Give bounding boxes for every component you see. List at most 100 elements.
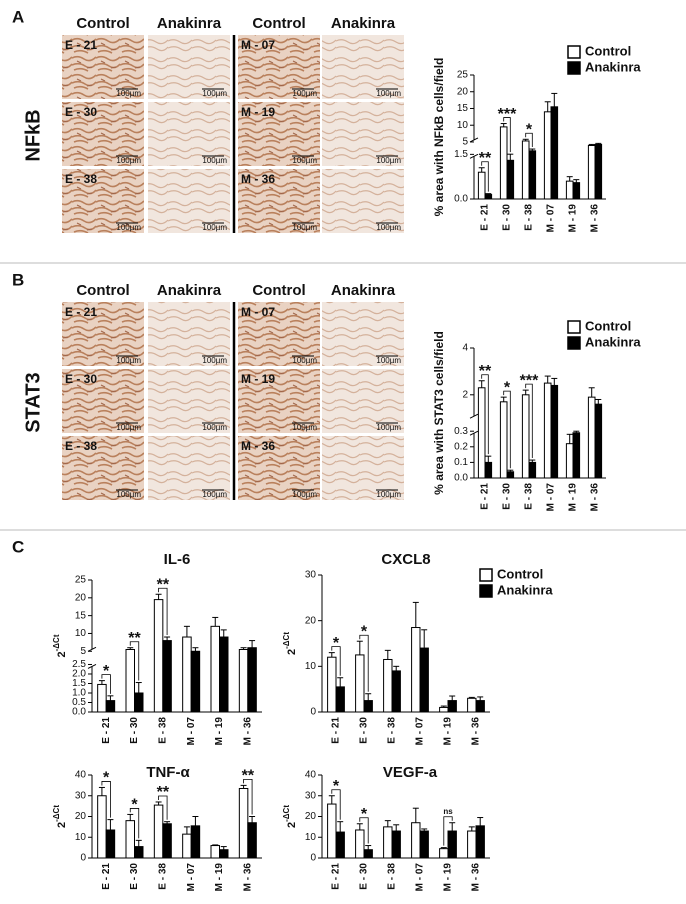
significance-label: * (333, 635, 340, 652)
bar (594, 403, 603, 479)
y-tick-label: 15 (75, 610, 87, 621)
significance-label: * (333, 778, 340, 795)
scale-label: 100µm (202, 223, 227, 232)
y-tick-label: 0.3 (454, 426, 468, 437)
legend-swatch (479, 568, 493, 582)
micrograph (62, 169, 144, 233)
column-header: Control (252, 15, 305, 32)
x-tick-label: E - 30 (359, 863, 370, 890)
y-tick-label: 0 (80, 853, 86, 864)
micrograph (62, 436, 144, 500)
sample-label: M - 19 (241, 372, 275, 386)
bar (247, 822, 257, 859)
y-tick-label: 1.5 (72, 678, 86, 689)
scale-label: 100µm (292, 223, 317, 232)
legend-label: Anakinra (585, 334, 641, 349)
significance-label: *** (520, 372, 539, 389)
chart-title: TNF-α (146, 764, 190, 781)
bar (134, 846, 144, 859)
y-tick-label: 15 (457, 103, 469, 114)
legend-swatch (479, 584, 493, 598)
x-tick-label: M - 07 (186, 863, 197, 892)
axis-break (469, 430, 479, 436)
y-tick-label: 4 (462, 343, 468, 354)
bar (477, 387, 486, 479)
micrograph (238, 369, 320, 433)
bar (125, 648, 135, 713)
bar (238, 648, 249, 713)
micrograph (238, 102, 320, 166)
bar (521, 140, 530, 200)
y-axis-label: 2-ΔCt (282, 632, 298, 655)
significance-label: ** (128, 630, 141, 647)
bar (327, 803, 337, 859)
x-tick-label: E - 38 (524, 483, 535, 510)
y-tick-label: 1.5 (454, 149, 468, 160)
scale-label: 100µm (376, 356, 401, 365)
y-tick-label: 2.5 (72, 659, 86, 670)
significance-bracket (101, 781, 111, 818)
significance-label: * (361, 806, 368, 823)
scale-label: 100µm (376, 223, 401, 232)
y-axis-label: % area with NFkB cells/field (432, 58, 446, 217)
y-tick-label: 10 (75, 628, 87, 639)
y-tick-label: 40 (305, 770, 317, 781)
y-tick-label: 20 (305, 615, 317, 626)
x-tick-label: M - 07 (415, 863, 426, 892)
scale-label: 100µm (202, 89, 227, 98)
significance-label: * (504, 379, 511, 396)
micrograph (322, 369, 404, 433)
bar (439, 706, 449, 713)
x-tick-label: M - 36 (471, 863, 482, 892)
sample-label: M - 36 (241, 172, 275, 186)
micrograph (148, 102, 230, 166)
significance-label: ** (157, 784, 170, 801)
bar (162, 823, 172, 859)
legend-label: Anakinra (497, 582, 553, 597)
bar (134, 692, 144, 713)
y-tick-label: 30 (305, 790, 317, 801)
bar (484, 194, 493, 200)
axis-break (87, 664, 97, 669)
marker-label: NFkB (22, 109, 44, 161)
bar (587, 145, 596, 200)
y-tick-label: 0.0 (72, 707, 86, 718)
bar (153, 804, 164, 859)
x-tick-label: E - 21 (101, 863, 112, 890)
x-tick-label: M - 36 (242, 717, 253, 746)
significance-label: ns (443, 807, 453, 816)
x-tick-label: M - 36 (471, 717, 482, 746)
bar (411, 822, 421, 859)
y-tick-label: 10 (305, 832, 317, 843)
y-tick-label: 5 (80, 646, 86, 657)
bar (419, 830, 429, 859)
scale-label: 100µm (292, 89, 317, 98)
x-tick-label: M - 36 (242, 863, 253, 892)
column-header: Anakinra (331, 15, 396, 32)
scale-label: 100µm (202, 156, 227, 165)
bar (383, 658, 393, 713)
y-axis-label-exponent: -ΔCt (52, 805, 61, 822)
y-tick-label: 0 (310, 707, 316, 718)
legend-label: Anakinra (585, 59, 641, 74)
y-axis-label-exponent: -ΔCt (282, 805, 291, 822)
bar (528, 150, 537, 200)
y-tick-label: 10 (305, 661, 317, 672)
x-tick-label: M - 19 (214, 717, 225, 746)
scale-label: 100µm (116, 423, 141, 432)
y-tick-label: 25 (75, 575, 87, 586)
significance-bracket (525, 383, 533, 459)
x-tick-label: E - 38 (157, 863, 168, 890)
bar (506, 471, 515, 479)
bar (383, 826, 393, 859)
bar (182, 636, 192, 713)
significance-bracket (129, 808, 140, 839)
micrograph (238, 169, 320, 233)
significance-bracket (525, 132, 533, 148)
bar (467, 697, 477, 713)
x-tick-label: M - 19 (568, 204, 579, 233)
bar (499, 126, 508, 200)
sample-label: E - 30 (65, 105, 97, 119)
x-tick-label: E - 21 (101, 717, 112, 744)
micrograph (322, 302, 404, 366)
